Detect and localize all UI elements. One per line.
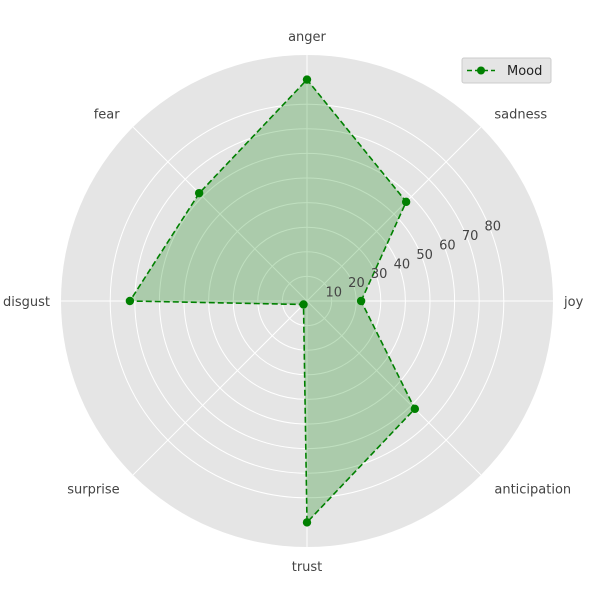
radial-tick-label: 50 — [416, 248, 433, 263]
legend-label: Mood — [507, 64, 542, 79]
spoke-surprise — [132, 300, 308, 476]
category-label-anger: anger — [288, 30, 326, 45]
radial-tick-label: 80 — [485, 220, 502, 235]
radial-tick-label: 20 — [348, 276, 365, 291]
legend-marker — [477, 66, 485, 75]
labels: 10 20 30 40 50 60 70 80 joy sadness anger fear disgu… — [3, 30, 584, 575]
spoke-sadness — [306, 126, 482, 302]
data-point-surprise — [299, 300, 308, 309]
series-layer — [125, 75, 420, 527]
data-point-fear — [194, 188, 204, 198]
radial-tick-label: 40 — [394, 257, 411, 272]
series-fill — [129, 79, 415, 523]
legend-box — [461, 57, 552, 84]
radial-tick-label: 60 — [439, 239, 456, 254]
data-point-joy — [356, 296, 366, 306]
category-label-anticipation: anticipation — [494, 482, 571, 497]
grid — [61, 55, 553, 547]
category-label-joy: joy — [563, 295, 584, 310]
category-label-sadness: sadness — [494, 108, 547, 123]
data-point-trust — [302, 518, 312, 527]
category-label-surprise: surprise — [67, 482, 119, 497]
radial-tick-label: 30 — [371, 267, 388, 282]
radial-tick-label: 70 — [462, 229, 479, 244]
category-label-disgust: disgust — [3, 295, 50, 310]
data-point-anticipation — [410, 404, 420, 414]
category-label-fear: fear — [94, 108, 121, 123]
spoke-anticipation — [306, 300, 482, 476]
data-point-disgust — [125, 296, 135, 306]
category-label-trust: trust — [292, 560, 323, 575]
radial-tick-label: 10 — [325, 286, 342, 301]
data-point-anger — [302, 75, 312, 84]
data-point-sadness — [401, 197, 411, 207]
spoke-fear — [132, 126, 308, 302]
legend: Mood — [461, 57, 552, 84]
